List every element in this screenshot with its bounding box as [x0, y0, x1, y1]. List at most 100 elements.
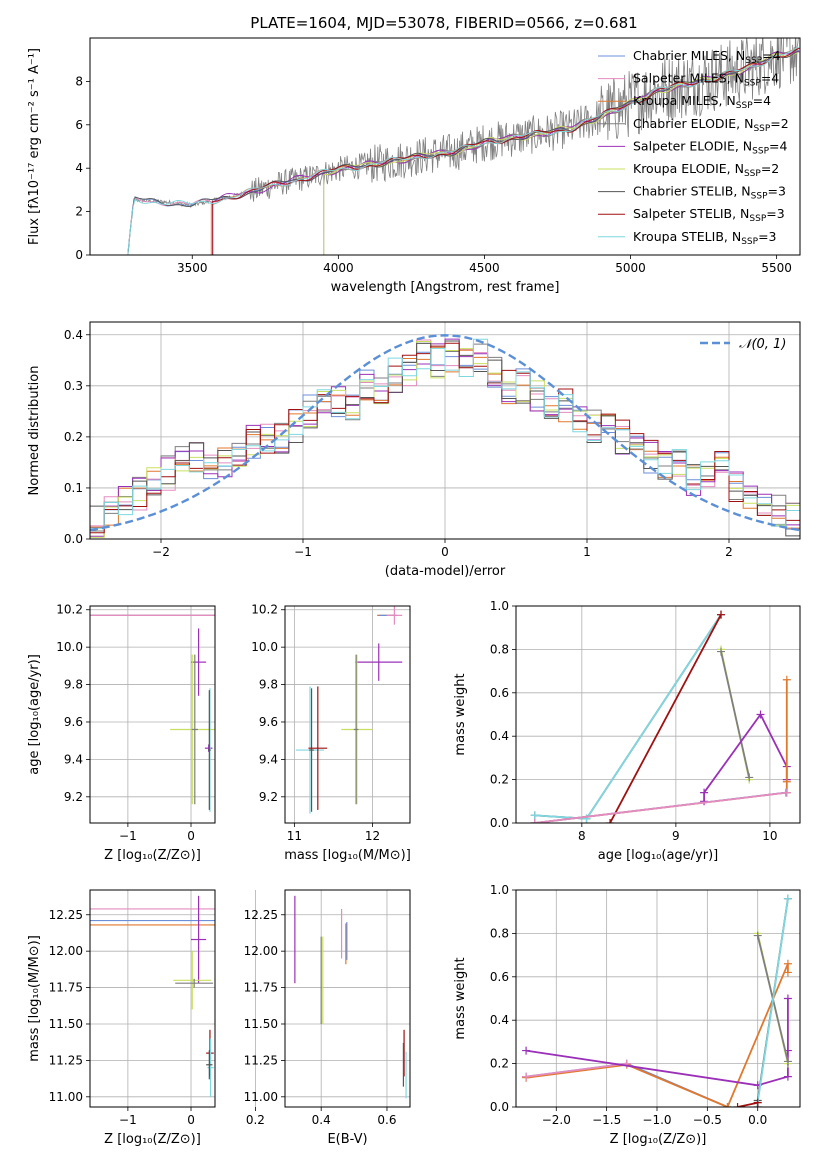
x-tick-label: 0 [187, 829, 195, 843]
x-tick-label: 1 [583, 545, 591, 559]
axes-frame [89, 889, 216, 1108]
y-tick-label: 0.2 [490, 773, 509, 787]
axes-frame [89, 37, 801, 256]
x-tick-label: 4500 [469, 261, 500, 275]
x-tick-label: 8 [578, 829, 586, 843]
x-tick-label: −2 [152, 545, 170, 559]
axes-frame [89, 321, 801, 540]
y-tick-label: 9.6 [64, 715, 83, 729]
x-tick-label: 5000 [615, 261, 646, 275]
chart-residuals: −2 −1 0 1 2 0.0 0.1 0.2 0.3 0.4 (data-model)/error… [27, 321, 801, 579]
y-tick-label: 9.8 [259, 678, 278, 692]
chart-spectrum: 3500 4000 4500 5000 5500 0 2 4 6 8 wavelength [Ang… [27, 37, 801, 295]
y-axis-label: mass weight [453, 957, 468, 1039]
legend-label: Salpeter MILES, NSSP=4 [633, 71, 779, 89]
weight-point [606, 819, 615, 823]
y-tick-label: 8 [75, 74, 83, 88]
weight-point [745, 773, 754, 782]
y-tick-label: 0.8 [490, 642, 509, 656]
x-tick-label: −1 [294, 545, 312, 559]
weight-point [782, 788, 791, 797]
weight-line [609, 614, 722, 823]
axes-frame [284, 605, 411, 824]
y-tick-label: 10.2 [251, 603, 278, 617]
x-tick-label: 11 [287, 829, 302, 843]
x-tick-label: −0.5 [693, 1113, 722, 1127]
y-tick-label: 11.00 [244, 1090, 278, 1104]
x-tick-label: −1.0 [642, 1113, 671, 1127]
plot-area [294, 895, 407, 1099]
y-tick-label: 9.2 [64, 790, 83, 804]
weight-point [723, 1103, 732, 1107]
y-tick-label: 9.6 [259, 715, 278, 729]
x-tick-label: 0.4 [312, 1113, 331, 1127]
legend-label: Kroupa ELODIE, NSSP=2 [633, 161, 779, 179]
plot-area [295, 606, 403, 814]
chart-mass-vs-ebv: 0.2 0.4 0.6 11.00 11.25 11.50 11.75 12.00 12.25 E… [244, 889, 411, 1147]
axes-frame [284, 889, 411, 1108]
x-tick-label: 0.2 [246, 1113, 265, 1127]
y-tick-label: 0.6 [490, 970, 509, 984]
axes-frame [89, 605, 216, 824]
plot-area [530, 610, 791, 823]
weight-point [783, 959, 792, 968]
y-tick-label: 0.3 [64, 379, 83, 393]
y-tick-label: 0.8 [490, 926, 509, 940]
weight-point [782, 675, 791, 684]
chart-mass-vs-Z: −1 0 11.00 11.25 11.50 11.75 12.00 12.25 Z [log₁… [27, 889, 216, 1147]
x-tick-label: 0.6 [377, 1113, 396, 1127]
weight-point [756, 710, 765, 719]
axes-frame [515, 889, 801, 1108]
weight-line [720, 651, 751, 778]
x-tick-label: 0 [441, 545, 449, 559]
x-tick-label: 0.0 [748, 1113, 767, 1127]
chart-age-vs-mass: 11 12 9.2 9.4 9.6 9.8 10.0 10.2 mass [log₁₀(M/M⊙… [251, 603, 410, 863]
weight-line [756, 898, 789, 1103]
model-line-kroupa-stelib [127, 46, 799, 255]
weight-point [530, 819, 539, 823]
y-tick-label: 11.25 [244, 1053, 278, 1067]
x-tick-label: 0 [187, 1113, 195, 1127]
weight-line [534, 679, 788, 823]
figure-title: PLATE=1604, MJD=53078, FIBERID=0566, z=0… [250, 14, 637, 32]
y-tick-label: 6 [75, 118, 83, 132]
x-axis-label: (data-model)/error [385, 564, 506, 579]
y-tick-label: 11.75 [49, 981, 83, 995]
legend: Chabrier MILES, NSSP=4 Salpeter MILES, NS… [598, 48, 789, 247]
y-tick-label: 0.6 [490, 686, 509, 700]
chart-massweight-vs-Z: −2.0 −1.5 −1.0 −0.5 0.0 0.0 0.2 0.4 0.6 0.8 1.0 Z [… [453, 883, 801, 1147]
x-axis-label: mass [log₁₀(M/M⊙)] [284, 848, 411, 863]
y-tick-label: 10.0 [56, 640, 83, 654]
y-axis-label: mass weight [453, 673, 468, 755]
plot-area [522, 894, 792, 1107]
weight-point [783, 968, 792, 977]
y-tick-label: 9.2 [259, 790, 278, 804]
y-axis-label: mass [log₁₀(M/M⊙)] [27, 935, 42, 1062]
weight-point [783, 894, 792, 903]
chart-age-vs-Z: −1 0 9.2 9.4 9.6 9.8 10.0 10.2 Z [log₁₀(Z/Z⊙)] ag… [27, 603, 216, 863]
x-axis-label: Z [log₁₀(Z/Z⊙)] [104, 848, 201, 863]
weight-point [753, 931, 762, 940]
y-tick-label: 10.0 [251, 640, 278, 654]
x-axis-label: E(B-V) [327, 1132, 367, 1147]
y-tick-label: 11.25 [49, 1053, 83, 1067]
x-tick-label: 4000 [323, 261, 354, 275]
y-tick-label: 0.4 [490, 729, 509, 743]
y-tick-label: 0.2 [64, 430, 83, 444]
y-tick-label: 9.4 [64, 752, 83, 766]
x-tick-label: 3500 [177, 261, 208, 275]
x-tick-label: 10 [762, 829, 777, 843]
x-tick-label: 12 [365, 829, 380, 843]
y-tick-label: 0.0 [490, 1100, 509, 1114]
legend-label: Kroupa MILES, NSSP=4 [633, 93, 771, 111]
y-tick-label: 4 [75, 161, 83, 175]
y-tick-label: 9.8 [64, 678, 83, 692]
y-tick-label: 0.0 [64, 532, 83, 546]
y-axis-label: Normed distribution [27, 366, 42, 496]
legend-label: Salpeter STELIB, NSSP=3 [633, 206, 785, 224]
y-tick-label: 12.25 [244, 908, 278, 922]
y-tick-label: 9.4 [259, 752, 278, 766]
weight-line [525, 1062, 627, 1078]
chart-massweight-vs-age: 8 9 10 0.0 0.2 0.4 0.6 0.8 1.0 age [log₁₀(age/yr)… [453, 599, 801, 863]
